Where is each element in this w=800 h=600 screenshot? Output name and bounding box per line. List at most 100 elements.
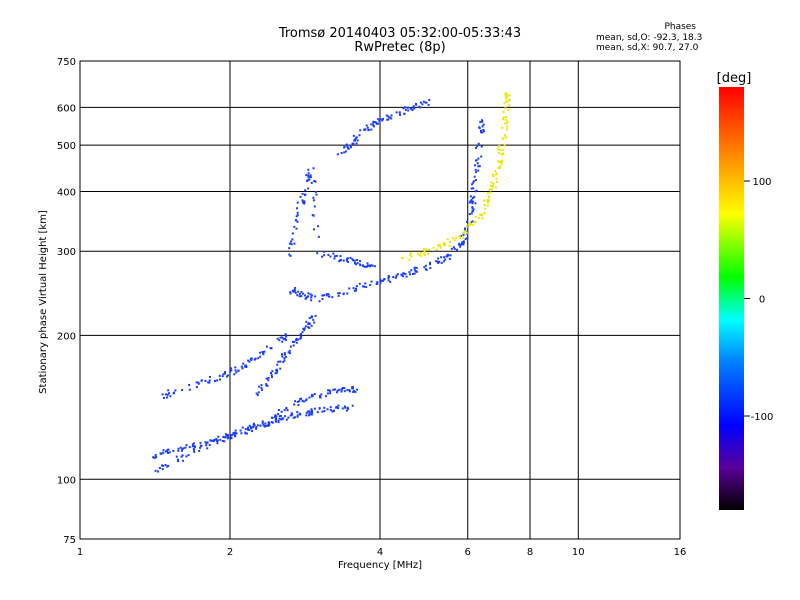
echo-point [195,385,198,388]
echo-point [506,93,509,96]
echo-point [200,379,203,382]
echo-point [341,387,344,390]
echo-point [320,393,323,396]
echo-point [289,292,292,295]
echo-point [413,272,416,275]
echo-point [396,273,399,276]
echo-point [409,253,412,256]
echo-point [246,428,249,431]
echo-point [172,392,175,395]
echo-point [435,260,438,263]
echo-point [281,355,284,358]
echo-point [422,248,425,251]
echo-point [294,416,297,419]
echo-point [335,391,338,394]
echo-point [307,174,310,177]
echo-point [321,410,324,413]
echo-point [264,422,267,425]
echo-point [379,279,382,282]
echo-point [416,252,419,255]
echo-point [409,273,412,276]
echo-point [472,187,475,190]
echo-point [346,406,349,409]
echo-point [310,181,313,184]
echo-point [414,270,417,273]
echo-point [313,180,316,183]
echo-point [295,227,298,230]
echo-point [279,414,282,417]
echo-point [462,243,465,246]
colorbar-ticks: 100 0 -100 [744,177,773,423]
echo-point [275,418,278,421]
echo-point [297,338,300,341]
echo-point [286,409,289,412]
echo-point [269,347,272,350]
echo-point [285,407,288,410]
echo-point [308,178,311,181]
echo-point [347,407,350,410]
echo-point [500,159,503,162]
echo-point [290,243,293,246]
echo-point [467,223,470,226]
echo-point [193,445,196,448]
echo-point [256,394,259,397]
echo-point [412,105,415,108]
echo-point [197,382,200,385]
echo-point [270,421,273,424]
echo-point [253,358,256,361]
echo-point [307,176,310,179]
echo-point [319,394,322,397]
echo-point [356,388,359,391]
echo-point [221,440,224,443]
echo-point [462,232,465,235]
echo-point [257,357,260,360]
echo-point [501,126,504,129]
echo-point [419,251,422,254]
echo-point [234,435,237,438]
echo-point [283,359,286,362]
echo-point [303,201,306,204]
echo-point [474,147,477,150]
x-axis-label: Frequency [MHz] [338,560,422,571]
echo-point [275,415,278,418]
echo-point [305,320,308,323]
echo-point [230,369,233,372]
echo-point [223,440,226,443]
echo-point [312,318,315,321]
echo-point [296,214,299,217]
echo-point [506,95,509,98]
echo-point [239,429,242,432]
echo-point [470,221,473,224]
echo-point [283,415,286,418]
echo-point [253,424,256,427]
echo-point [387,118,390,121]
echo-point [481,213,484,216]
echo-point [291,232,294,235]
echo-point [406,106,409,109]
data-points [152,92,511,473]
echo-point [448,240,451,243]
echo-point [306,179,309,182]
echo-point [290,240,293,243]
echo-point [404,272,407,275]
echo-point [154,469,157,472]
echo-point [438,243,441,246]
echo-point [297,404,300,407]
echo-point [312,196,315,199]
echo-point [296,414,299,417]
echo-point [342,259,345,262]
echo-point [494,186,497,189]
echo-point [419,106,422,109]
echo-point [352,390,355,393]
echo-point [310,316,313,319]
echo-point [301,192,304,195]
echo-point [469,223,472,226]
echo-point [329,408,332,411]
echo-point [206,447,209,450]
echo-point [328,389,331,392]
echo-point [346,257,349,260]
echo-point [303,327,306,330]
echo-point [267,424,270,427]
echo-point [379,278,382,281]
echo-point [343,390,346,393]
